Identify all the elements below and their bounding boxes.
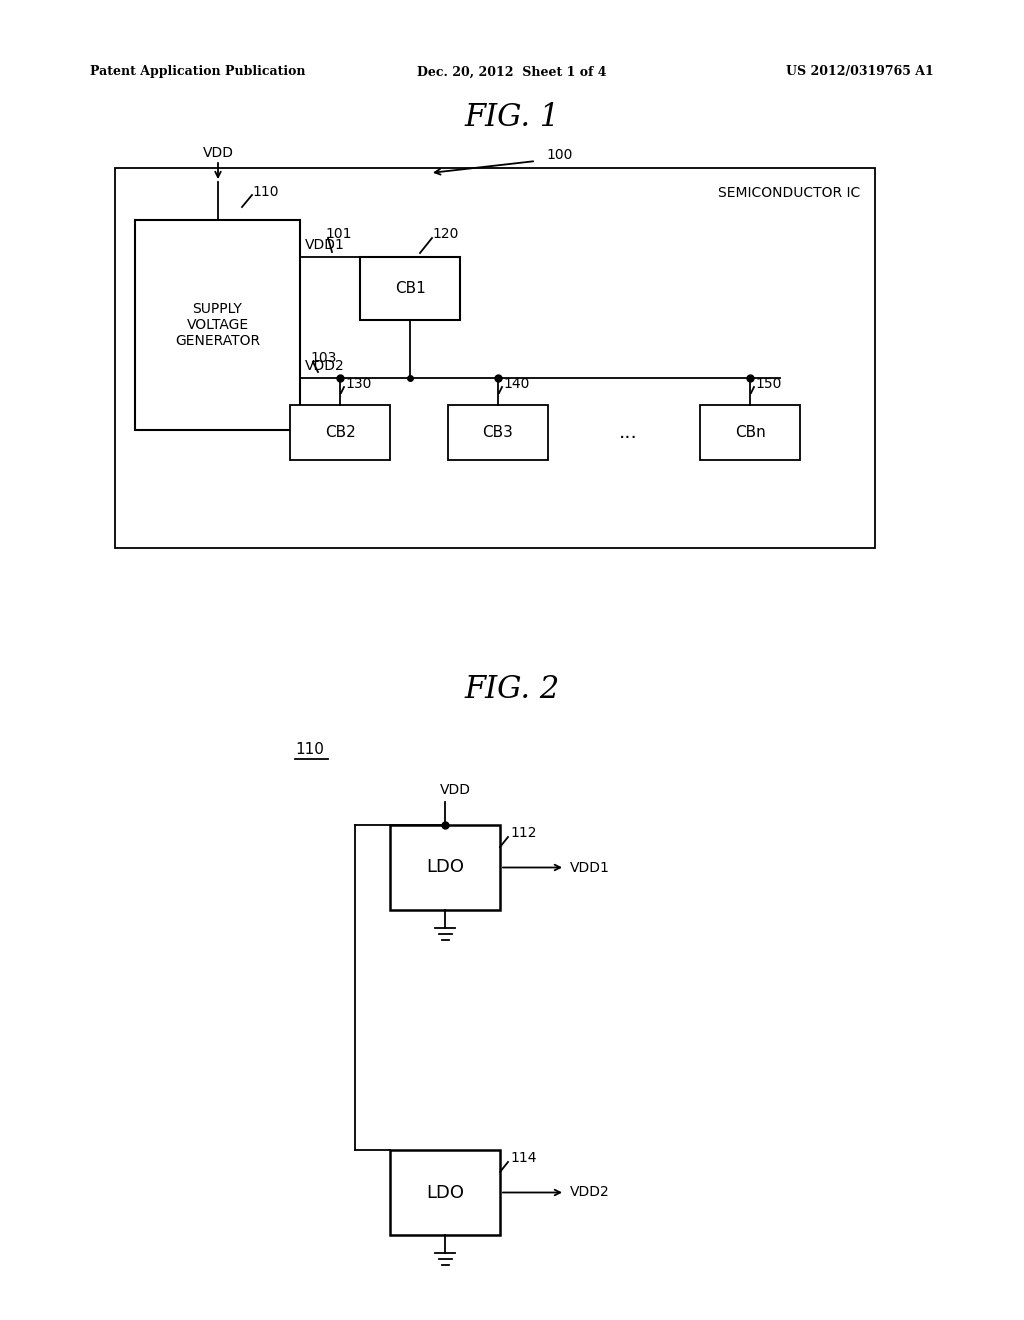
Text: 110: 110 (295, 742, 324, 758)
Text: 110: 110 (252, 185, 279, 199)
Text: 101: 101 (325, 227, 351, 242)
Bar (390, 825, 500, 909)
Text: 140: 140 (503, 378, 529, 391)
Text: CBn: CBn (734, 425, 765, 440)
Text: SEMICONDUCTOR IC: SEMICONDUCTOR IC (718, 186, 860, 201)
Text: FIG. 1: FIG. 1 (464, 103, 560, 133)
Text: CB3: CB3 (482, 425, 513, 440)
Bar (449, 405, 548, 459)
Text: CB1: CB1 (394, 281, 425, 296)
Text: LDO: LDO (426, 1184, 464, 1201)
Text: CB2: CB2 (325, 425, 355, 440)
Text: 100: 100 (547, 148, 573, 162)
Text: VDD: VDD (440, 783, 471, 797)
Bar (135, 220, 300, 430)
Bar (115, 168, 874, 548)
Text: LDO: LDO (426, 858, 464, 876)
Text: VDD2: VDD2 (570, 1185, 609, 1200)
Text: 130: 130 (345, 378, 372, 391)
Bar (290, 405, 390, 459)
Text: VDD2: VDD2 (305, 359, 345, 374)
Text: VDD: VDD (203, 147, 234, 160)
Text: ...: ... (618, 422, 637, 441)
Text: FIG. 2: FIG. 2 (464, 675, 560, 705)
Text: US 2012/0319765 A1: US 2012/0319765 A1 (786, 66, 934, 78)
Text: 112: 112 (510, 826, 537, 840)
Text: VDD1: VDD1 (305, 238, 345, 252)
Bar (360, 257, 460, 319)
Bar (390, 1150, 500, 1236)
Text: 150: 150 (755, 378, 781, 391)
Text: VDD1: VDD1 (570, 861, 610, 874)
Text: SUPPLY
VOLTAGE
GENERATOR: SUPPLY VOLTAGE GENERATOR (175, 302, 260, 348)
Text: 103: 103 (310, 351, 336, 366)
Text: 114: 114 (510, 1151, 537, 1166)
Text: Dec. 20, 2012  Sheet 1 of 4: Dec. 20, 2012 Sheet 1 of 4 (417, 66, 607, 78)
Bar (700, 405, 800, 459)
Text: Patent Application Publication: Patent Application Publication (90, 66, 305, 78)
Text: 120: 120 (432, 227, 459, 242)
